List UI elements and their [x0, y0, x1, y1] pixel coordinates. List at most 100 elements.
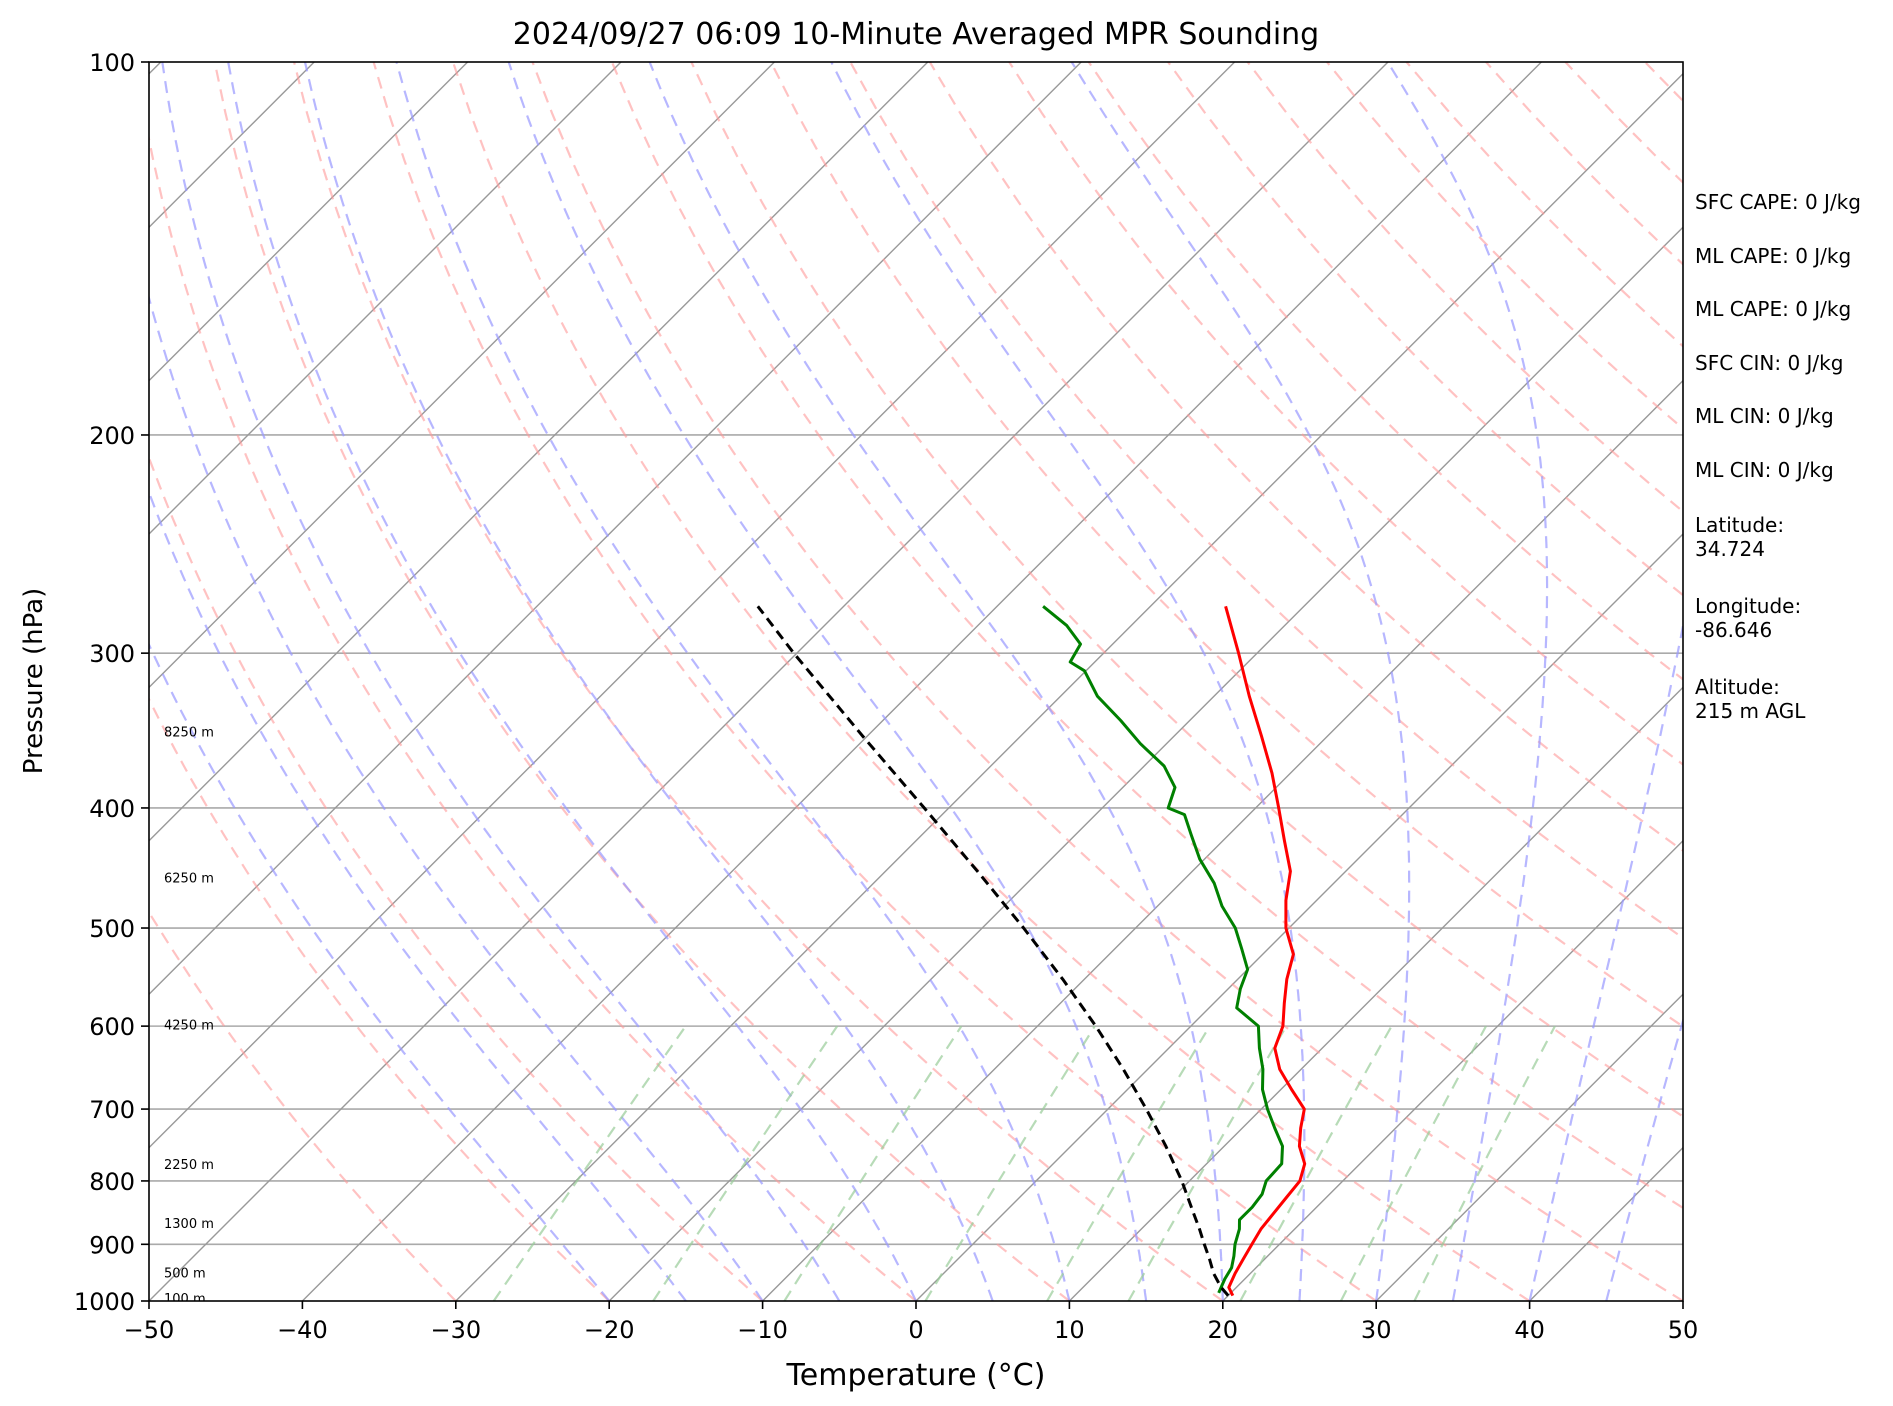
isotherm-line	[915, 533, 1683, 1301]
mixing-ratio-line	[1046, 1025, 1211, 1301]
x-tick-label: 0	[908, 1316, 923, 1344]
plot-area: 100 m 500 m 1300 m 2250 m 4250 m 6250 m 8250 m	[0, 62, 1683, 1307]
mixing-ratio-line	[1413, 1025, 1556, 1301]
ml-cin-stat: ML CIN: 0 J/kg	[1695, 404, 1834, 428]
altitude-info: Altitude: 215 m AGL	[1695, 675, 1885, 754]
moist-adiabat-line	[1605, 1016, 1683, 1301]
sfc-cape-stat: SFC CAPE: 0 J/kg	[1695, 190, 1861, 214]
y-tick-label: 300	[89, 640, 135, 668]
mixing-ratio-line	[492, 1025, 687, 1301]
isotherm-line	[149, 62, 1082, 996]
isotherm-line	[1222, 839, 1683, 1301]
dry-adiabat-line	[1167, 62, 1683, 597]
ml-cape-stat-2: ML CAPE: 0 J/kg	[1695, 297, 1852, 321]
x-axis-label: Temperature (°C)	[786, 1358, 1046, 1393]
dry-adiabat-line	[149, 133, 917, 1301]
moist-adiabat-line	[227, 62, 917, 1301]
dry-adiabat-line	[531, 62, 1683, 1301]
isotherm-line	[455, 72, 1683, 1301]
isotherm-line	[149, 62, 1236, 1149]
height-label: 8250 m	[164, 725, 214, 740]
moist-adiabat-line	[1386, 62, 1549, 1301]
latitude-label: Latitude:	[1695, 513, 1785, 537]
height-label: 500 m	[164, 1266, 206, 1281]
axes: −50 −40 −30 −20 −10 0 10 20 30 40 50 1000 900 800 700 6…	[74, 49, 1698, 1344]
moist-adiabat-line	[1070, 62, 1411, 1301]
isotherm-line	[762, 379, 1683, 1301]
x-tick-label: 10	[1054, 1316, 1085, 1344]
isotherm-line	[149, 62, 929, 842]
isotherm-line	[1375, 993, 1683, 1301]
x-tick-label: 50	[1668, 1316, 1699, 1344]
x-tick-label: 20	[1208, 1316, 1239, 1344]
chart-title: 2024/09/27 06:09 10-Minute Averaged MPR …	[513, 17, 1319, 52]
mixing-ratio-line	[1239, 1025, 1393, 1301]
x-tick-label: −20	[584, 1316, 635, 1344]
x-tick-label: −10	[737, 1316, 788, 1344]
y-tick-label: 900	[89, 1231, 135, 1259]
height-label: 4250 m	[164, 1018, 214, 1033]
moist-adiabat-line	[830, 62, 1306, 1301]
longitude-info: Longitude: -86.646	[1695, 594, 1885, 673]
moist-adiabat-line	[149, 293, 764, 1301]
latitude-info: Latitude: 34.724	[1695, 513, 1885, 592]
x-tick-label: −30	[430, 1316, 481, 1344]
moist-adiabat-line	[1528, 620, 1683, 1301]
dewpoint-profile-line	[1042, 605, 1284, 1294]
longitude-label: Longitude:	[1695, 594, 1802, 618]
y-tick-label: 600	[89, 1013, 135, 1041]
mixing-ratio-line	[783, 1025, 963, 1301]
moist-adiabat-line	[303, 62, 994, 1301]
dry-adiabat-line	[293, 62, 1224, 1301]
isotherm-line	[301, 62, 1542, 1301]
y-tick-label: 1000	[74, 1288, 135, 1316]
isotherm-line	[149, 62, 775, 689]
height-label: 2250 m	[164, 1158, 214, 1173]
isotherm-line	[149, 62, 1389, 1301]
moist-adiabat-line	[161, 62, 841, 1301]
x-tick-label: −40	[277, 1316, 328, 1344]
altitude-value: 215 m AGL	[1695, 699, 1806, 723]
y-tick-label: 800	[89, 1168, 135, 1196]
dry-adiabat-line	[372, 62, 1377, 1301]
y-tick-label: 700	[89, 1096, 135, 1124]
ml-cape-stat: ML CAPE: 0 J/kg	[1695, 243, 1852, 268]
x-tick-label: −50	[124, 1316, 175, 1344]
moist-adiabat-line	[149, 489, 687, 1301]
sounding-stats-panel: SFC CAPE: 0 J/kg ML CAPE: 0 J/kg ML CAPE…	[1695, 190, 1885, 754]
mixing-ratio-line	[652, 1025, 839, 1301]
moist-adiabat-line	[507, 62, 1148, 1301]
height-label: 6250 m	[164, 871, 214, 886]
x-tick-label: 40	[1514, 1316, 1545, 1344]
moist-adiabat-line	[395, 62, 1071, 1301]
y-tick-label: 200	[89, 422, 135, 450]
dry-adiabat-line	[149, 454, 764, 1301]
height-label: 1300 m	[164, 1217, 214, 1232]
sfc-cin-stat: SFC CIN: 0 J/kg	[1695, 350, 1844, 375]
mixing-ratio-line	[924, 1025, 1096, 1301]
height-label: 100 m	[164, 1292, 206, 1307]
altitude-label: Altitude:	[1695, 675, 1780, 699]
ml-cin-stat-2: ML CIN: 0 J/kg	[1695, 457, 1834, 482]
dry-adiabat-line	[149, 696, 610, 1301]
dry-adiabat-line	[213, 62, 1071, 1301]
isotherm-line	[149, 62, 469, 382]
longitude-value: -86.646	[1695, 618, 1773, 642]
isotherm-line	[0, 62, 7, 1301]
mixing-ratio-line	[1339, 1025, 1487, 1301]
plot-frame	[148, 61, 1684, 1302]
x-tick-label: 30	[1361, 1316, 1392, 1344]
y-axis-label: Pressure (hPa)	[19, 588, 49, 775]
isotherm-line	[149, 62, 622, 535]
isotherm-line	[1068, 686, 1683, 1301]
y-tick-label: 400	[89, 795, 135, 823]
y-tick-label: 500	[89, 915, 135, 943]
moist-adiabat-line	[648, 62, 1224, 1301]
latitude-value: 34.724	[1695, 537, 1765, 561]
dry-adiabat-line	[1087, 62, 1683, 681]
parcel-profile-line	[756, 605, 1230, 1297]
mixing-ratio-line	[1127, 1025, 1288, 1301]
temperature-profile-line	[1224, 605, 1307, 1297]
isotherm-line	[608, 226, 1683, 1301]
